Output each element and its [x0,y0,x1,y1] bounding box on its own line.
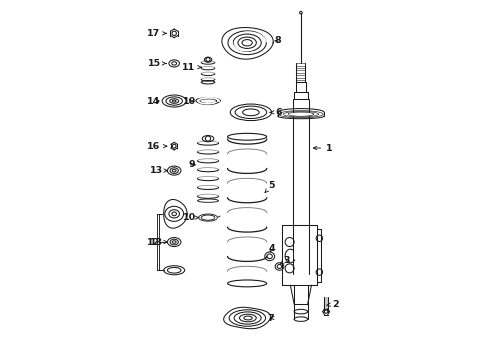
Text: 8: 8 [274,36,281,45]
Text: 9: 9 [188,161,195,170]
Text: 13: 13 [149,166,167,175]
Text: 3: 3 [280,256,289,265]
Text: 17: 17 [147,29,166,38]
Text: 16: 16 [147,141,166,150]
Text: 10: 10 [182,96,195,105]
Text: 10: 10 [182,213,198,222]
Text: 6: 6 [269,108,282,117]
Text: 15: 15 [147,59,166,68]
Text: 1: 1 [313,144,332,153]
Text: 7: 7 [266,314,273,323]
Text: 13: 13 [149,238,167,247]
Text: 11: 11 [182,63,201,72]
Text: 2: 2 [326,300,338,309]
Text: 4: 4 [268,244,275,253]
Text: 12: 12 [147,238,160,247]
Text: 5: 5 [264,181,274,193]
Text: 14: 14 [147,96,161,105]
